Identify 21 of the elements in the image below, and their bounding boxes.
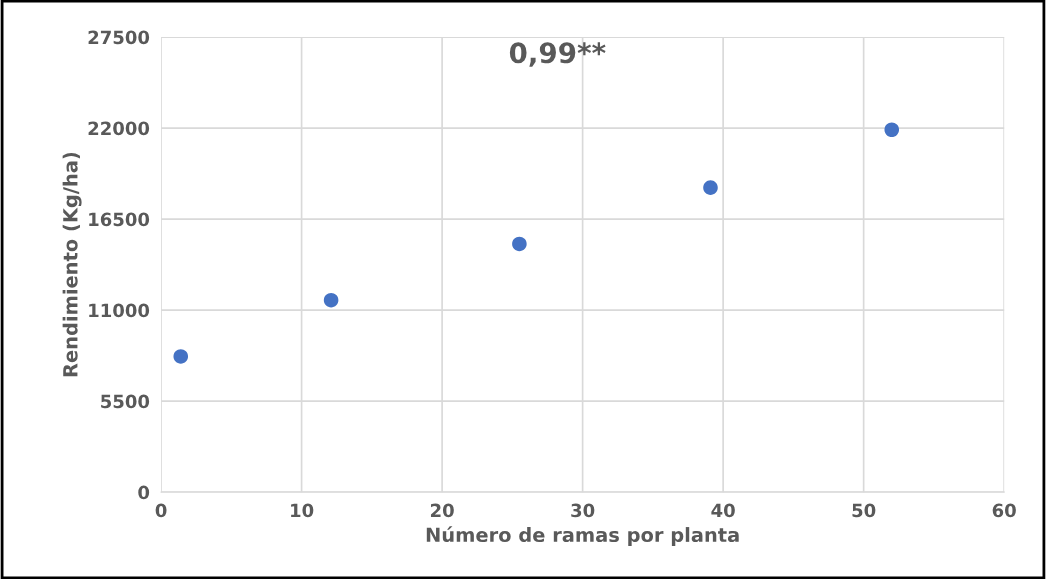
x-tick-label: 60 <box>992 503 1016 518</box>
y-tick-label: 22000 <box>88 121 150 136</box>
x-tick-label: 30 <box>571 503 595 518</box>
y-tick-label: 11000 <box>89 303 150 318</box>
y-axis-title: Rendimiento (Kg/ha) <box>62 152 82 377</box>
point <box>884 122 900 138</box>
x-tick-label: 10 <box>291 503 314 518</box>
y-tick-label: 16500 <box>89 212 150 227</box>
y-tick-label: 5500 <box>101 394 150 409</box>
y-tick-label: 0 <box>138 485 150 500</box>
annotation: 0,99** <box>509 42 606 67</box>
x-axis-title: Número de ramas por planta <box>426 526 739 546</box>
y-tick-label: 27500 <box>88 30 150 45</box>
point <box>703 180 718 195</box>
point <box>173 349 189 364</box>
point <box>323 292 339 308</box>
x-tick-label: 40 <box>711 503 735 518</box>
point <box>512 236 527 252</box>
x-tick-label: 20 <box>430 503 454 518</box>
x-tick-label: 50 <box>852 503 876 518</box>
x-tick-label: 0 <box>155 503 167 518</box>
